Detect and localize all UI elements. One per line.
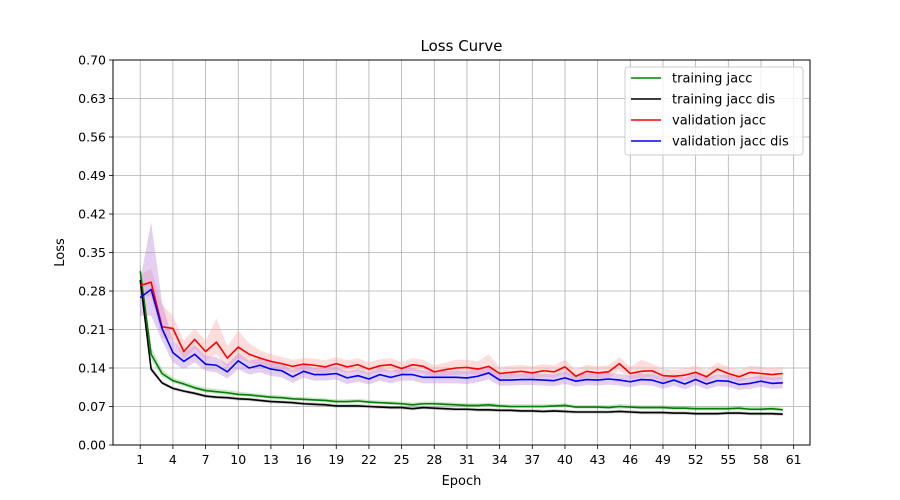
series-line-3 (139, 288, 783, 386)
x-tick-label: 7 (202, 452, 210, 467)
y-tick-label: 0.07 (78, 399, 106, 414)
x-tick-label: 55 (720, 452, 736, 467)
y-tick-label: 0.56 (78, 130, 106, 145)
x-tick-label: 46 (622, 452, 638, 467)
series-line-0 (139, 271, 783, 411)
x-tick-label: 49 (655, 452, 671, 467)
x-tick-label: 10 (230, 452, 246, 467)
x-tick-label: 34 (492, 452, 508, 467)
y-tick-label: 0.42 (78, 207, 106, 222)
x-tick-label: 52 (688, 452, 704, 467)
y-tick-label: 0.14 (78, 361, 106, 376)
legend-label-0: training jacc (672, 72, 752, 87)
x-tick-label: 40 (557, 452, 573, 467)
legend-label-2: validation jacc (672, 114, 766, 129)
y-tick-label: 0.21 (78, 322, 106, 337)
legend-label-1: training jacc dis (672, 93, 775, 108)
x-tick-label: 22 (361, 452, 377, 467)
x-tick-label: 25 (394, 452, 410, 467)
legend-label-3: validation jacc dis (672, 135, 789, 150)
axis-ticks: 1 4 7 10 13 16 19 22 25 28 31 34 37 40 43 46 49 52 55 58 61 0… (78, 53, 801, 468)
x-tick-label: 28 (426, 452, 442, 467)
series-line-1 (139, 279, 783, 415)
y-tick-label: 0.49 (78, 168, 106, 183)
legend: training jacc training jacc dis validation… (624, 66, 804, 156)
x-tick-label: 16 (296, 452, 312, 467)
y-tick-label: 0.00 (78, 438, 106, 453)
y-tick-label: 0.28 (78, 284, 106, 299)
series-line-2 (139, 281, 783, 378)
series-band-2 (140, 269, 783, 382)
x-tick-label: 58 (753, 452, 769, 467)
y-tick-label: 0.63 (78, 91, 106, 106)
series-lines (139, 271, 783, 415)
x-tick-label: 19 (328, 452, 344, 467)
confidence-bands (140, 222, 783, 416)
x-tick-label: 1 (136, 452, 144, 467)
legend-box (624, 66, 804, 156)
chart-title: Loss Curve (421, 37, 503, 55)
y-tick-label: 0.35 (78, 245, 106, 260)
x-tick-label: 43 (590, 452, 606, 467)
x-tick-label: 61 (786, 452, 802, 467)
x-tick-label: 4 (169, 452, 177, 467)
x-tick-label: 37 (524, 452, 540, 467)
x-tick-label: 13 (263, 452, 279, 467)
y-axis-label: Loss (53, 238, 68, 267)
y-tick-label: 0.70 (78, 53, 106, 68)
x-tick-label: 31 (459, 452, 475, 467)
x-axis-label: Epoch (442, 474, 482, 489)
